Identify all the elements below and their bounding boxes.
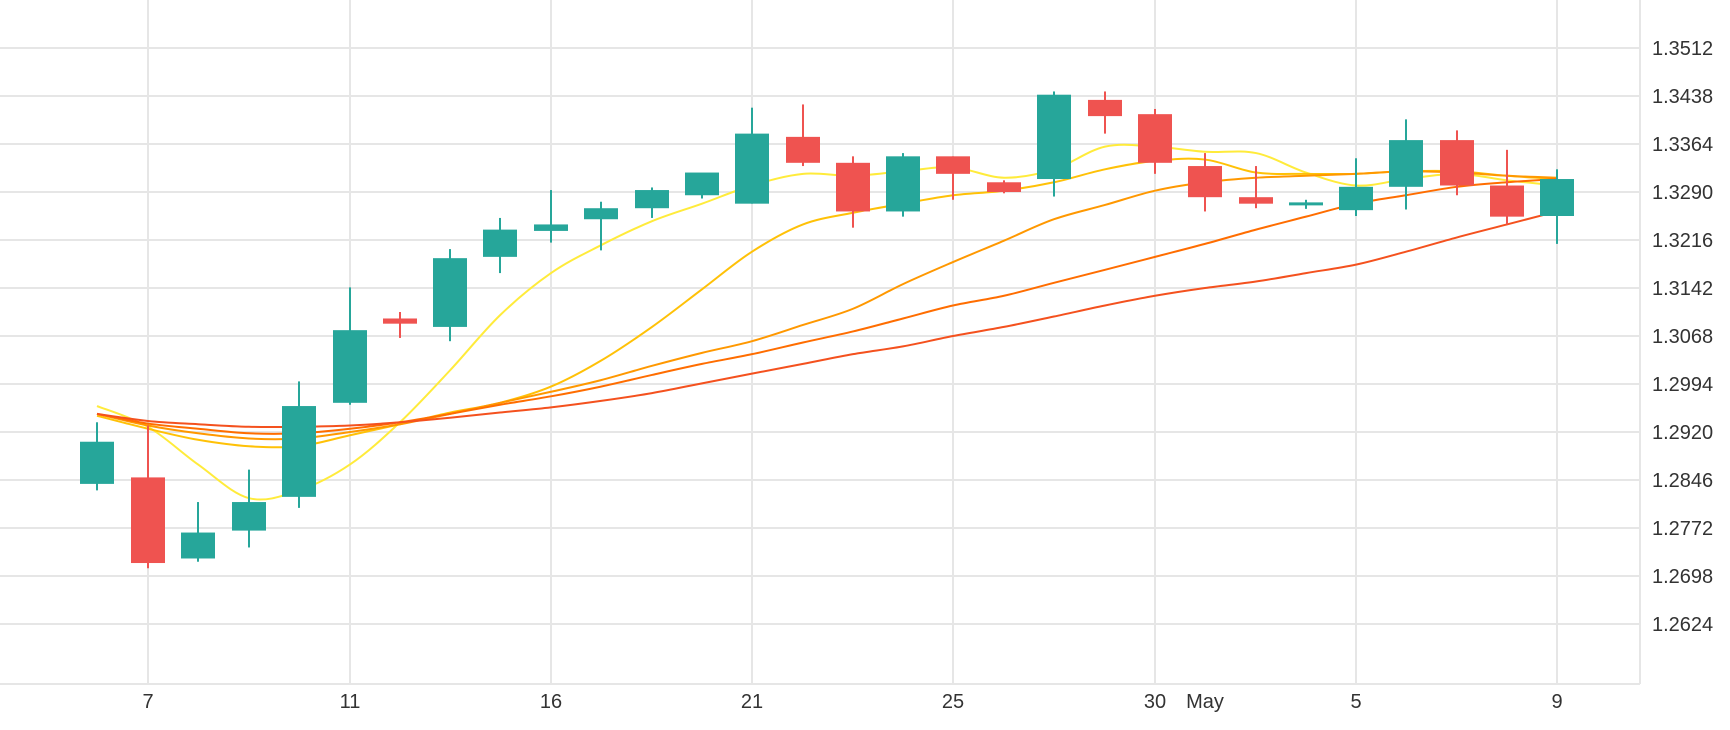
- candle-body: [987, 182, 1021, 192]
- y-axis-labels: 1.3512 1.3438 1.3364 1.3290 1.3216 1.3142 1.30…: [1652, 38, 1713, 636]
- candle: [483, 217, 517, 274]
- candle: [786, 104, 820, 167]
- x-tick-label: 11: [340, 691, 361, 713]
- candle: [534, 190, 568, 243]
- y-tick-label: 1.2624: [1652, 614, 1713, 636]
- y-tick-label: 1.2846: [1652, 470, 1713, 492]
- x-tick-label: 30: [1144, 691, 1166, 713]
- y-tick-label: 1.2698: [1652, 566, 1713, 588]
- candle: [80, 422, 114, 491]
- candle-body: [131, 477, 165, 564]
- candle: [1339, 158, 1373, 216]
- candle-body: [433, 258, 467, 327]
- candle-body: [483, 229, 517, 257]
- candle-body: [936, 156, 970, 174]
- y-tick-label: 1.3290: [1652, 182, 1713, 204]
- moving-average-line: [96, 157, 1558, 449]
- candle: [333, 287, 367, 405]
- candle: [836, 156, 870, 228]
- candle-body: [1138, 114, 1172, 163]
- candle-body: [635, 190, 669, 209]
- candle-body: [886, 156, 920, 212]
- candle: [1037, 91, 1071, 197]
- candle: [1440, 130, 1474, 196]
- x-tick-label: 25: [942, 691, 964, 713]
- candle: [987, 180, 1021, 194]
- y-tick-label: 1.3512: [1652, 38, 1713, 60]
- y-tick-label: 1.3216: [1652, 230, 1713, 252]
- candle: [232, 469, 266, 548]
- candle-body: [232, 502, 266, 531]
- candle: [131, 425, 165, 569]
- candle-body: [1490, 185, 1524, 217]
- moving-average-line: [96, 143, 1558, 501]
- candle: [383, 312, 417, 338]
- y-tick-label: 1.3438: [1652, 86, 1713, 108]
- y-tick-label: 1.3364: [1652, 134, 1713, 156]
- candle-body: [685, 172, 719, 196]
- candle: [584, 201, 618, 251]
- candle-body: [786, 136, 820, 163]
- candle: [1088, 91, 1122, 134]
- y-tick-label: 1.2772: [1652, 518, 1713, 540]
- candle-body: [735, 133, 769, 204]
- candle-body: [1540, 179, 1574, 216]
- candle-body: [1239, 197, 1273, 204]
- candle: [936, 156, 970, 200]
- candle: [1289, 199, 1323, 209]
- x-tick-label: 21: [741, 691, 763, 713]
- candle-body: [1088, 99, 1122, 117]
- candle-body: [1188, 166, 1222, 198]
- candle: [282, 381, 316, 508]
- candle-body: [1440, 140, 1474, 186]
- candle: [635, 187, 669, 218]
- y-tick-label: 1.2920: [1652, 422, 1713, 444]
- candle: [735, 107, 769, 204]
- x-tick-label: May: [1186, 691, 1224, 713]
- candle: [1239, 166, 1273, 209]
- x-axis-labels: 7 11 16 21 25 30 May 5 9: [142, 691, 1562, 713]
- x-tick-label: 7: [142, 691, 153, 713]
- candle: [886, 153, 920, 217]
- candle-body: [80, 441, 114, 484]
- candle-body: [1037, 94, 1071, 180]
- candle: [685, 172, 719, 199]
- candle-body: [333, 330, 367, 403]
- grid: [0, 0, 1641, 685]
- candle-body: [383, 318, 417, 324]
- candle: [181, 502, 215, 562]
- x-tick-label: 9: [1551, 691, 1562, 713]
- candle: [1188, 153, 1222, 212]
- candle: [1490, 149, 1524, 225]
- x-tick-label: 5: [1350, 691, 1361, 713]
- moving-average-line: [96, 170, 1558, 441]
- y-tick-label: 1.2994: [1652, 374, 1713, 396]
- candle: [433, 249, 467, 342]
- candle: [1389, 119, 1423, 210]
- y-tick-label: 1.3142: [1652, 278, 1713, 300]
- candle: [1540, 169, 1574, 244]
- candle: [1138, 108, 1172, 174]
- candle-body: [1289, 202, 1323, 206]
- candle-body: [534, 224, 568, 231]
- candle-body: [1339, 186, 1373, 211]
- candle-body: [836, 162, 870, 212]
- candle-body: [1389, 140, 1423, 187]
- candle-body: [181, 532, 215, 559]
- moving-average-lines: [96, 143, 1558, 501]
- y-tick-label: 1.3068: [1652, 326, 1713, 348]
- candles: [80, 91, 1574, 569]
- moving-average-line: [96, 178, 1558, 435]
- moving-average-line: [96, 210, 1558, 429]
- candle-body: [584, 208, 618, 220]
- candle-body: [282, 406, 316, 497]
- x-tick-label: 16: [540, 691, 562, 713]
